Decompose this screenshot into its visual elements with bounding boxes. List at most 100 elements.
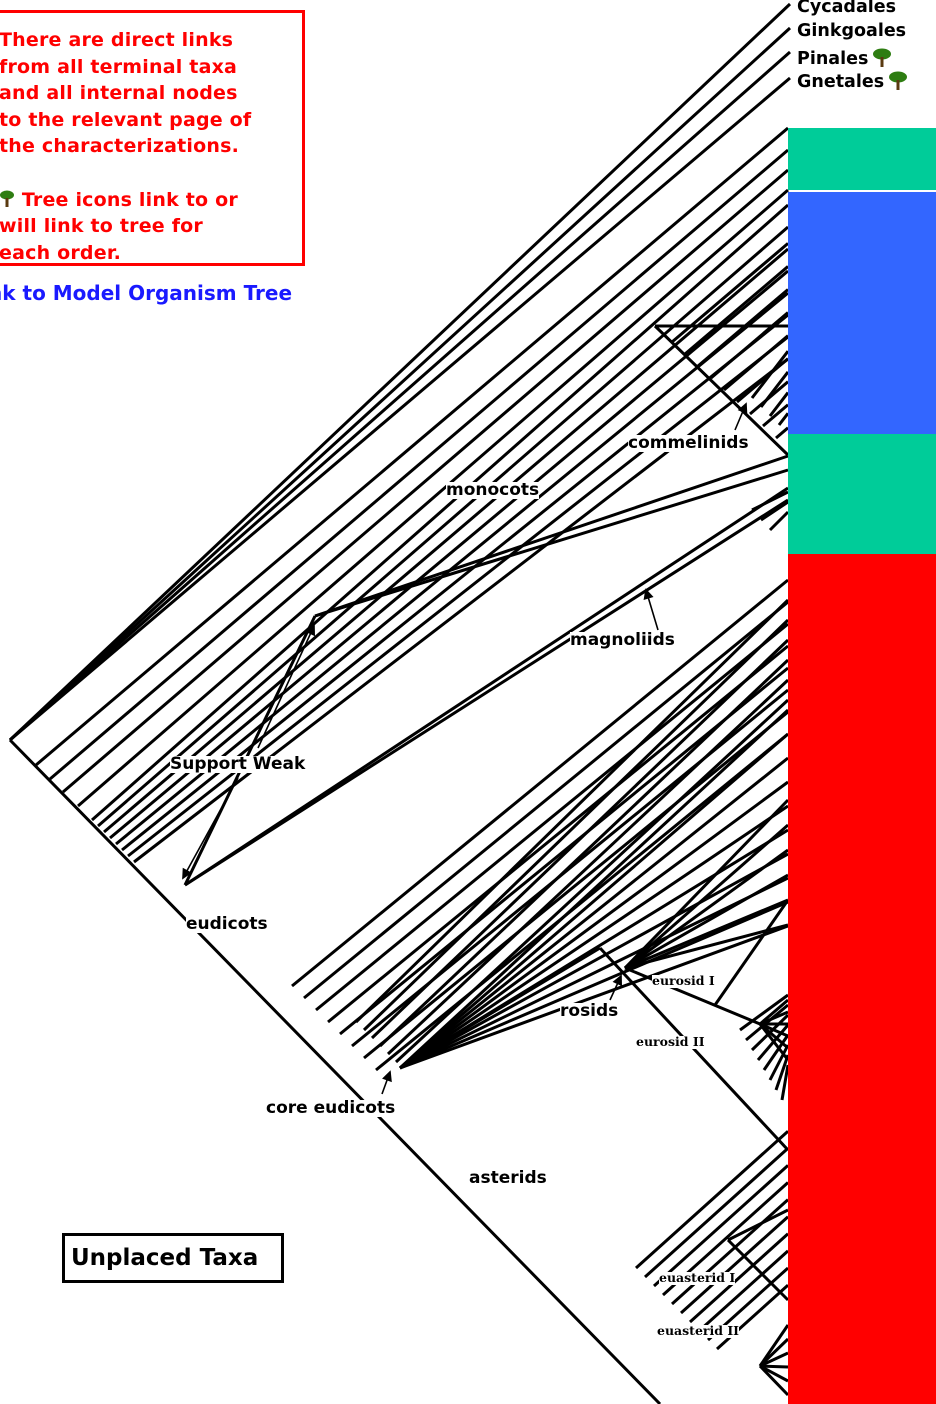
tree-branch bbox=[399, 804, 789, 1070]
node-label-eudicots[interactable]: eudicots bbox=[186, 914, 268, 934]
tree-branch bbox=[363, 710, 789, 1060]
tree-branch bbox=[62, 168, 789, 794]
tree-branch bbox=[77, 188, 789, 808]
tree-branch bbox=[624, 873, 789, 970]
tree-branch bbox=[398, 708, 790, 1070]
node-label-rosids[interactable]: rosids bbox=[560, 1001, 619, 1021]
tree-branch bbox=[9, 76, 791, 742]
tree-branch bbox=[777, 412, 790, 426]
tree-branch bbox=[684, 265, 789, 356]
tree-branch bbox=[688, 1232, 790, 1324]
clade-color-band[interactable] bbox=[788, 434, 936, 554]
clade-color-band[interactable] bbox=[788, 128, 936, 190]
tree-branch bbox=[8, 26, 792, 742]
tree-branch bbox=[315, 622, 789, 1012]
tree-branch bbox=[758, 1324, 790, 1367]
info-line: the characterizations. bbox=[0, 135, 240, 157]
tree-branch bbox=[634, 1130, 790, 1270]
unplaced-taxa-button[interactable]: Unplaced Taxa bbox=[62, 1233, 284, 1283]
tree-branch bbox=[751, 490, 789, 512]
info-line: to the relevant page of bbox=[0, 108, 252, 131]
node-label-support-weak: Support Weak bbox=[170, 754, 306, 774]
tree-branch bbox=[399, 924, 789, 1070]
arrow-icon bbox=[609, 974, 623, 1001]
node-label-euasterid-2[interactable]: euasterid II bbox=[657, 1323, 740, 1338]
tree-branch bbox=[624, 966, 761, 1026]
tree-backbone bbox=[8, 738, 662, 1404]
tree-branch bbox=[35, 126, 789, 767]
tree-branch bbox=[8, 2, 792, 742]
tree-branch bbox=[624, 923, 789, 970]
tree-branch bbox=[97, 225, 789, 828]
taxon-pinales[interactable]: Pinales bbox=[797, 48, 892, 69]
tree-branch bbox=[715, 1283, 790, 1351]
tree-branch bbox=[314, 454, 789, 618]
tree-branch bbox=[768, 391, 790, 417]
tree-branch bbox=[758, 1023, 790, 1061]
taxon-label: Ginkgoales bbox=[797, 21, 907, 41]
arrow-icon bbox=[734, 402, 748, 431]
tree-branch bbox=[127, 335, 789, 858]
tree-branch bbox=[370, 638, 790, 1040]
info-line: Tree icons link to or bbox=[21, 188, 238, 211]
arrow-icon bbox=[182, 777, 239, 880]
tree-branch bbox=[291, 578, 789, 988]
info-line: and all internal nodes bbox=[0, 82, 238, 104]
info-line: will link to tree for bbox=[0, 215, 203, 237]
tree-branch bbox=[623, 798, 790, 970]
node-label-monocots[interactable]: monocots bbox=[446, 480, 540, 500]
tree-branch bbox=[184, 486, 789, 887]
tree-branch bbox=[394, 698, 790, 1064]
taxon-cycadales[interactable]: Cycadales bbox=[797, 0, 896, 17]
tree-branch bbox=[759, 1364, 789, 1383]
tree-branch bbox=[624, 823, 789, 970]
tree-branch bbox=[723, 334, 789, 392]
arrow-icon bbox=[257, 624, 316, 749]
tree-branch bbox=[697, 288, 789, 368]
clade-color-band[interactable] bbox=[788, 554, 936, 1404]
tree-branch bbox=[758, 1364, 790, 1397]
tree-branch bbox=[670, 1198, 790, 1306]
node-label-euasterid-1[interactable]: euasterid I bbox=[659, 1270, 736, 1285]
tree-branch bbox=[759, 1022, 789, 1038]
taxon-gnetales[interactable]: Gnetales bbox=[797, 71, 908, 92]
tree-branch bbox=[768, 1044, 790, 1081]
node-label-magnoliids[interactable]: magnoliids bbox=[570, 630, 675, 650]
tree-branch bbox=[697, 1249, 790, 1333]
tree-icon[interactable] bbox=[888, 71, 908, 91]
tree-branch bbox=[671, 242, 789, 344]
tree-branch bbox=[760, 500, 789, 522]
node-label-asterids[interactable]: asterids bbox=[469, 1168, 547, 1188]
taxon-ginkgoales[interactable]: Ginkgoales bbox=[797, 21, 907, 41]
info-line: from all terminal taxa bbox=[0, 55, 238, 78]
tree-branch bbox=[727, 1208, 789, 1242]
node-label-eurosid-1[interactable]: eurosid I bbox=[652, 973, 715, 988]
tree-branch bbox=[9, 50, 791, 742]
node-label-core-eudicots[interactable]: core eudicots bbox=[266, 1098, 396, 1118]
tree-branch bbox=[598, 946, 790, 1152]
tree-branch bbox=[679, 1215, 790, 1315]
tree-branch bbox=[362, 618, 790, 1032]
tree-branch bbox=[624, 898, 789, 970]
tree-branch bbox=[399, 946, 601, 1070]
tree-branch bbox=[713, 899, 790, 1006]
tree-icon[interactable] bbox=[872, 48, 892, 68]
node-label-commelinids[interactable]: commelinids bbox=[628, 433, 749, 453]
tree-branch bbox=[780, 1064, 790, 1101]
taxon-label: Pinales bbox=[797, 49, 869, 69]
taxon-label: Cycadales bbox=[797, 0, 897, 17]
tree-branch bbox=[759, 998, 789, 1026]
info-line: There are direct links bbox=[0, 29, 234, 51]
tree-branch bbox=[759, 1351, 789, 1368]
node-label-eurosid-2[interactable]: eurosid II bbox=[636, 1034, 705, 1049]
tree-branch bbox=[759, 1364, 789, 1369]
clade-color-band[interactable] bbox=[788, 192, 936, 434]
model-organism-tree-link[interactable]: nk to Model Organism Tree bbox=[0, 281, 293, 305]
tree-branch bbox=[399, 876, 789, 1070]
tree-branch bbox=[762, 403, 789, 428]
tree-branch bbox=[759, 370, 790, 408]
tree-branch bbox=[184, 498, 789, 887]
tree-icon bbox=[0, 190, 14, 207]
tree-branch bbox=[399, 852, 789, 1070]
